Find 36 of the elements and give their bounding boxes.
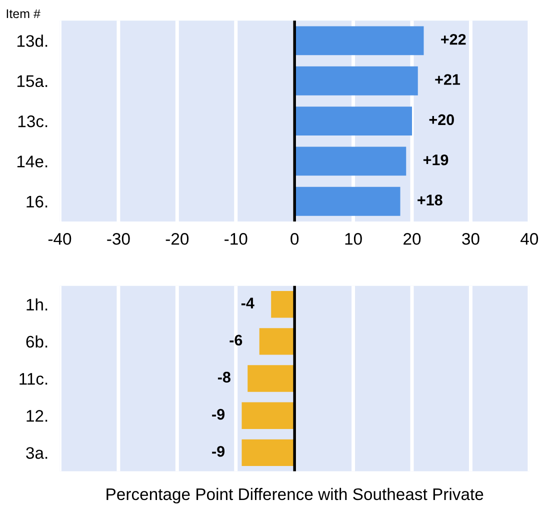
data-label: -9 xyxy=(212,408,225,420)
bar xyxy=(294,66,418,96)
y-tick-label: 16. xyxy=(26,196,48,208)
y-tick-label: 13d. xyxy=(17,34,48,47)
bar xyxy=(294,146,406,176)
y-tick-label: 1h. xyxy=(26,298,48,310)
data-label: -8 xyxy=(218,372,230,383)
bar xyxy=(294,186,400,216)
x-tick-label: 40 xyxy=(520,233,538,245)
y-tick-label: 15a. xyxy=(17,75,48,88)
data-label: -9 xyxy=(212,446,225,457)
data-label: -4 xyxy=(241,298,254,308)
x-tick-label: -40 xyxy=(48,233,72,245)
x-tick-label: -30 xyxy=(107,233,130,245)
x-tick-label: -20 xyxy=(166,233,189,245)
x-tick-label: 10 xyxy=(345,233,362,245)
x-axis-title: Percentage Point Difference with Southeast Private xyxy=(106,488,484,504)
x-tick-label: 20 xyxy=(404,233,421,245)
data-label: +19 xyxy=(423,154,448,166)
x-tick-label: 0 xyxy=(290,233,299,245)
y-tick-label: 12. xyxy=(26,410,48,422)
bar xyxy=(294,26,424,56)
data-label: +22 xyxy=(441,34,466,45)
x-tick-label: 30 xyxy=(462,233,480,245)
data-label: +21 xyxy=(435,74,460,85)
x-tick-label: -10 xyxy=(224,233,248,245)
y-tick-label: 13c. xyxy=(18,115,48,128)
y-tick-label: 11c. xyxy=(20,373,48,385)
y-tick-label: 14e. xyxy=(17,156,48,168)
data-label: +20 xyxy=(429,114,454,126)
y-tick-label: 6b. xyxy=(26,335,48,348)
data-label: -6 xyxy=(230,334,242,346)
bar xyxy=(294,106,412,136)
y-axis-title: Item # xyxy=(6,9,40,18)
data-label: +18 xyxy=(418,194,442,206)
y-tick-label: 3a. xyxy=(26,447,48,459)
